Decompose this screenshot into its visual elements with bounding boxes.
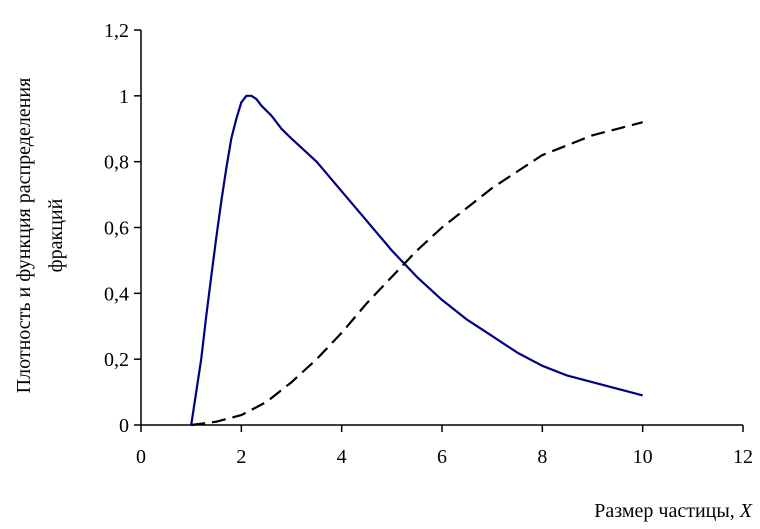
y-tick-label: 1 (119, 86, 129, 108)
x-tick-label: 0 (136, 446, 146, 468)
y-tick-label: 0,8 (104, 152, 129, 174)
y-tick-label: 0 (119, 415, 129, 437)
y-tick-label: 0,2 (104, 349, 129, 371)
x-axis-title-variable: X (739, 500, 753, 522)
y-tick-label: 1,2 (104, 20, 129, 42)
y-axis-title: Плотность и функция распределения фракци… (13, 78, 67, 394)
x-tick-label: 6 (437, 446, 447, 468)
x-tick-label: 8 (537, 446, 547, 468)
x-tick-label: 2 (236, 446, 246, 468)
y-axis-title-line-2: фракций (45, 198, 67, 272)
y-tick-label: 0,6 (104, 218, 129, 240)
x-tick-label: 4 (337, 446, 347, 468)
y-tick-label: 0,4 (104, 283, 129, 305)
ticks: 0 0,2 0,4 0,6 0,8 1 1,2 0 2 4 6 8 10 12 (104, 20, 753, 468)
distribution-function-line (191, 121, 643, 427)
density-line (190, 94, 643, 426)
series (190, 94, 643, 427)
x-axis-title-text: Размер частицы, (594, 500, 740, 522)
x-axis-title: Размер частицы, X (594, 500, 753, 522)
y-axis-title-line-1: Плотность и функция распределения (13, 78, 35, 394)
x-tick-label: 12 (733, 446, 753, 468)
x-tick-label: 10 (633, 446, 653, 468)
